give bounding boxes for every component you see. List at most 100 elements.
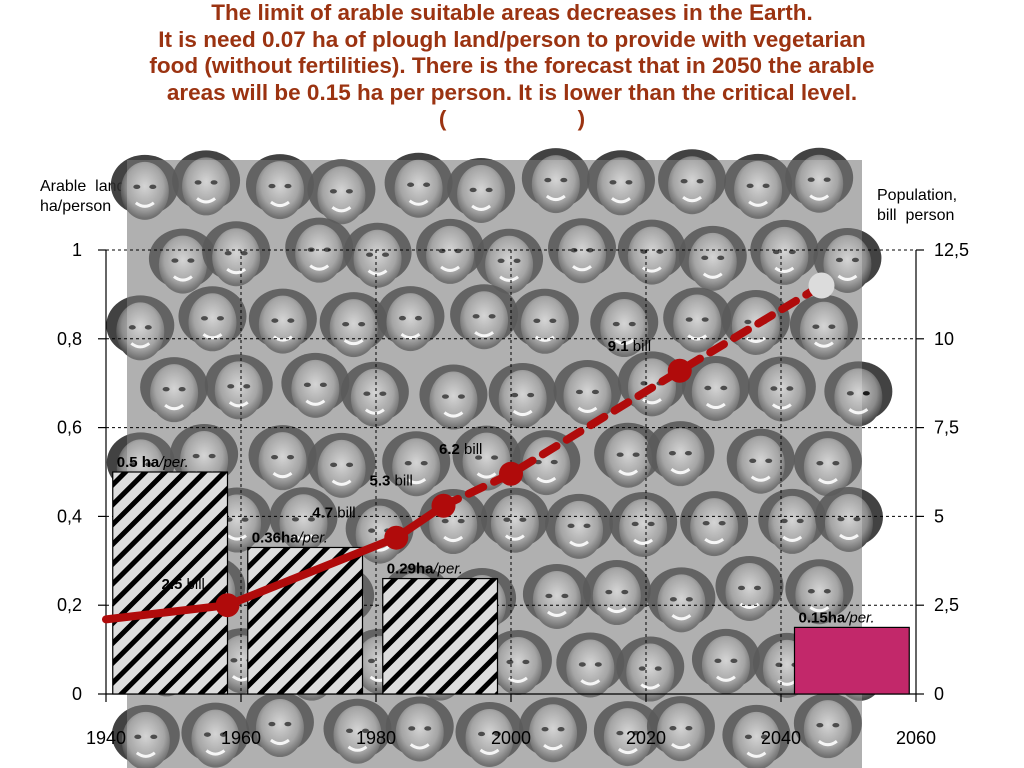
smile-shape bbox=[837, 274, 858, 281]
face-shape bbox=[558, 225, 607, 284]
eye-shape bbox=[753, 585, 761, 591]
eye-shape bbox=[178, 386, 186, 392]
face-shape bbox=[768, 495, 817, 554]
eye-shape bbox=[171, 258, 179, 263]
face-shape bbox=[426, 225, 475, 284]
eye-shape bbox=[557, 727, 565, 732]
eye-shape bbox=[702, 520, 710, 526]
smile-shape bbox=[476, 472, 497, 479]
bar-value-label: 0.5 ha/per. bbox=[117, 454, 189, 471]
eye-shape bbox=[362, 728, 370, 733]
crowd-face bbox=[382, 431, 451, 497]
population-point bbox=[384, 525, 409, 550]
eye-shape bbox=[609, 180, 617, 185]
left-tick-label: 0,2 bbox=[57, 595, 82, 615]
smile-shape bbox=[671, 614, 692, 621]
face-shape bbox=[604, 429, 653, 488]
smile-shape bbox=[474, 331, 495, 338]
face-shape bbox=[191, 709, 240, 768]
eye-shape bbox=[684, 450, 692, 456]
eye-shape bbox=[669, 725, 677, 731]
face-shape bbox=[596, 157, 645, 216]
face-shape bbox=[295, 224, 344, 283]
left-tick-label: 0,8 bbox=[57, 329, 82, 349]
eye-shape bbox=[812, 324, 820, 329]
crowd-face bbox=[307, 159, 376, 225]
smile-shape bbox=[641, 266, 662, 273]
left-axis-title-line: ha/person bbox=[40, 198, 112, 215]
x-tick-label: 2040 bbox=[761, 728, 801, 748]
smile-shape bbox=[748, 200, 769, 207]
face-shape bbox=[490, 494, 539, 553]
smile-shape bbox=[172, 275, 193, 282]
face-shape bbox=[395, 703, 444, 762]
eye-shape bbox=[268, 721, 276, 727]
smile-shape bbox=[471, 204, 492, 211]
right-tick-label: 5 bbox=[934, 506, 944, 526]
smile-shape bbox=[164, 403, 185, 411]
face-shape bbox=[563, 366, 612, 425]
smile-shape bbox=[813, 341, 834, 348]
face-shape bbox=[757, 363, 806, 422]
crowd-face bbox=[416, 218, 485, 284]
eye-shape bbox=[616, 452, 624, 457]
face-shape bbox=[736, 435, 785, 494]
smile-shape bbox=[409, 743, 430, 750]
face-shape bbox=[795, 154, 844, 213]
crowd-face bbox=[813, 227, 882, 293]
face-shape bbox=[627, 226, 676, 285]
eye-shape bbox=[469, 187, 477, 193]
face-shape bbox=[691, 363, 740, 422]
eye-shape bbox=[363, 391, 371, 396]
x-tick-label: 1940 bbox=[86, 728, 126, 748]
eye-shape bbox=[828, 324, 836, 329]
crowd-face bbox=[281, 352, 350, 418]
bar-value-label: 0.36ha/per. bbox=[252, 529, 328, 546]
eye-shape bbox=[219, 732, 227, 737]
eye-shape bbox=[846, 391, 854, 396]
smile-shape bbox=[545, 194, 566, 202]
eye-shape bbox=[407, 182, 415, 187]
eye-shape bbox=[368, 528, 376, 533]
smile-shape bbox=[228, 401, 249, 408]
crowd-face bbox=[307, 432, 376, 498]
crowd-face bbox=[269, 487, 338, 553]
eye-shape bbox=[368, 658, 376, 664]
face-shape bbox=[329, 299, 378, 358]
face-shape bbox=[657, 574, 706, 633]
face-shape bbox=[603, 708, 652, 767]
left-axis-title: Arable land, ha/person bbox=[40, 177, 130, 217]
smile-shape bbox=[687, 334, 708, 341]
crowd-face bbox=[178, 286, 247, 352]
population-point bbox=[667, 358, 692, 383]
eye-shape bbox=[133, 184, 141, 190]
crowd-face bbox=[824, 361, 893, 427]
eye-shape bbox=[832, 722, 840, 728]
face-shape bbox=[158, 235, 207, 294]
smile-shape bbox=[614, 338, 635, 346]
face-shape bbox=[279, 494, 328, 553]
face-shape bbox=[760, 226, 809, 285]
smile-shape bbox=[569, 540, 589, 547]
right-axis-title-line: bill person bbox=[877, 207, 955, 224]
eye-shape bbox=[366, 252, 374, 257]
title-line: areas will be 0.15 ha per person. It is … bbox=[166, 79, 858, 105]
face-shape bbox=[592, 567, 641, 626]
smile-shape bbox=[817, 739, 838, 747]
eye-shape bbox=[616, 730, 624, 736]
crowd-face bbox=[758, 488, 827, 554]
eye-shape bbox=[853, 516, 861, 522]
population-value-label: 5.3 bill bbox=[370, 473, 413, 490]
eye-shape bbox=[816, 722, 824, 728]
smile-shape bbox=[670, 467, 691, 475]
face-shape bbox=[460, 291, 509, 350]
crowd-face bbox=[343, 222, 412, 288]
eye-shape bbox=[307, 517, 315, 522]
smile-shape bbox=[704, 537, 725, 545]
smile-shape bbox=[305, 399, 326, 406]
eye-shape bbox=[398, 315, 406, 321]
crowd-face bbox=[590, 292, 659, 358]
smile-shape bbox=[618, 469, 639, 476]
population-value-label: 6.2 bill bbox=[439, 441, 482, 458]
